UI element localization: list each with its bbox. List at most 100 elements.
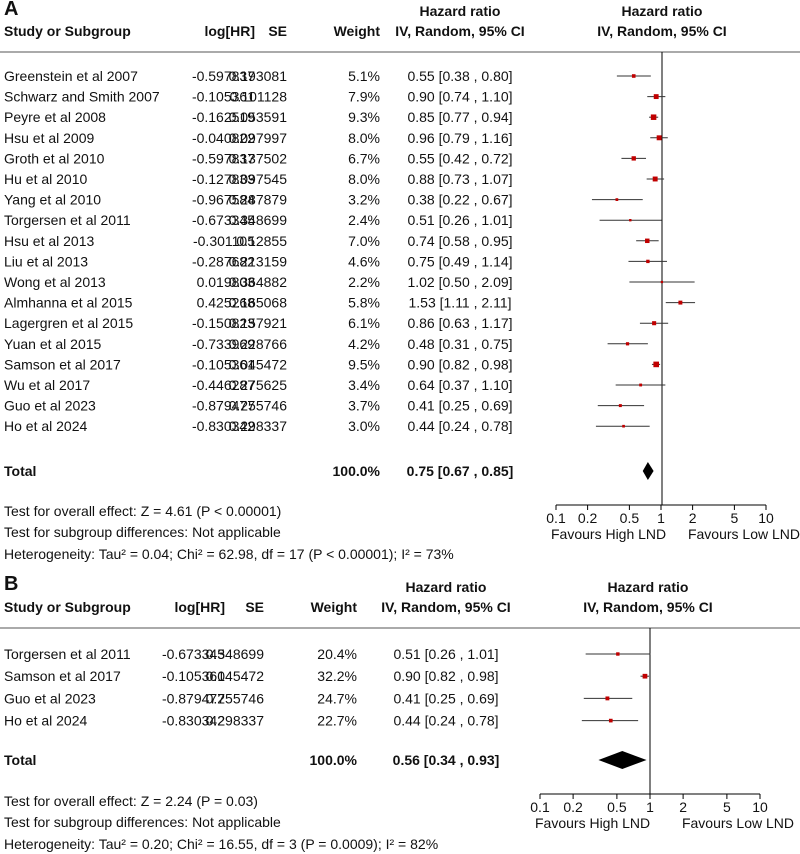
effect-marker (639, 383, 643, 387)
study-se: 0.157921 (229, 315, 288, 331)
header-study: Study or Subgroup (4, 23, 131, 39)
study-name: Samson et al 2017 (4, 668, 121, 684)
x-tick-label: 2 (689, 510, 697, 526)
study-ci: 0.90 [0.82 , 0.98] (393, 668, 498, 684)
footer-statistic: Test for overall effect: Z = 4.61 (P < 0… (4, 503, 281, 519)
study-se: 0.053591 (229, 109, 288, 125)
study-se: 0.101128 (230, 89, 288, 105)
study-name: Hsu et al 2013 (4, 233, 94, 249)
study-loghr: -0.150823 (192, 315, 255, 331)
total-ci: 0.75 [0.67 , 0.85] (407, 463, 514, 479)
study-se: 0.228766 (229, 336, 288, 352)
effect-marker (652, 176, 658, 182)
study-name: Peyre et al 2008 (4, 109, 106, 125)
study-name: Torgersen et al 2011 (4, 212, 131, 228)
study-ci: 0.51 [0.26 , 1.01] (393, 646, 498, 662)
study-ci: 0.55 [0.42 , 0.72] (407, 150, 512, 166)
study-weight: 7.0% (348, 233, 380, 249)
header-loghr: log[HR] (174, 599, 225, 615)
effect-marker (642, 673, 648, 679)
study-name: Groth et al 2010 (4, 150, 105, 166)
study-weight: 32.2% (317, 668, 357, 684)
study-weight: 5.1% (348, 68, 380, 84)
x-tick-label: 0.5 (607, 799, 627, 815)
effect-marker (653, 361, 659, 368)
study-se: 0.255746 (229, 398, 288, 414)
study-name: Lagergren et al 2015 (4, 315, 133, 331)
study-se: 0.298337 (229, 418, 288, 434)
axis-label-favours-high-lnd: Favours High LND (551, 526, 666, 542)
header-plot-iv-random: IV, Random, 95% CI (583, 599, 712, 615)
header-weight: Weight (311, 599, 358, 615)
study-ci: 1.53 [1.11 , 2.11] (408, 295, 511, 311)
study-loghr: -0.967584 (192, 192, 255, 208)
study-se: 0.287879 (229, 192, 288, 208)
study-weight: 9.5% (348, 356, 380, 372)
study-loghr: -0.830342 (192, 418, 255, 434)
study-name: Greenstein et al 2007 (4, 68, 138, 84)
study-weight: 5.8% (348, 295, 380, 311)
x-tick-label: 0.2 (563, 799, 583, 815)
study-ci: 0.75 [0.49 , 1.14] (407, 253, 512, 269)
study-se: 0.193081 (229, 68, 288, 84)
study-se: 0.255746 (206, 690, 265, 706)
study-ci: 0.51 [0.26 , 1.01] (407, 212, 512, 228)
total-weight: 100.0% (333, 463, 381, 479)
study-ci: 0.44 [0.24 , 0.78] (393, 713, 498, 729)
header-iv-random: IV, Random, 95% CI (381, 599, 510, 615)
footer-statistic: Heterogeneity: Tau² = 0.20; Chi² = 16.55… (4, 836, 438, 852)
effect-marker (618, 404, 622, 408)
header-plot-hazard-ratio: Hazard ratio (622, 3, 703, 19)
study-loghr: -0.879477 (192, 398, 255, 414)
study-loghr: -0.105361 (192, 356, 255, 372)
header-hazard-ratio: Hazard ratio (420, 3, 501, 19)
study-ci: 0.90 [0.82 , 0.98] (407, 356, 512, 372)
x-tick-label: 0.1 (546, 510, 566, 526)
study-ci: 0.38 [0.22 , 0.67] (407, 192, 512, 208)
total-weight: 100.0% (310, 752, 358, 768)
header-plot-hazard-ratio: Hazard ratio (608, 579, 689, 595)
x-tick-label: 1 (657, 510, 665, 526)
study-name: Liu et al 2013 (4, 253, 88, 269)
x-tick-label: 5 (730, 510, 738, 526)
study-ci: 0.44 [0.24 , 0.78] (407, 418, 512, 434)
study-weight: 3.7% (348, 398, 380, 414)
effect-marker (629, 219, 632, 222)
study-name: Schwarz and Smith 2007 (4, 89, 160, 105)
header-hazard-ratio: Hazard ratio (406, 579, 487, 595)
study-loghr: 0.425268 (197, 295, 256, 311)
study-loghr: -0.162519 (192, 109, 255, 125)
footer-statistic: Test for subgroup differences: Not appli… (4, 524, 281, 540)
study-loghr: -0.597837 (192, 150, 255, 166)
total-label: Total (4, 463, 36, 479)
study-loghr: -0.597837 (192, 68, 255, 84)
study-loghr: -0.301105 (193, 233, 255, 249)
axis-label-favours-low-lnd: Favours Low LND (688, 526, 800, 542)
study-name: Almhanna et al 2015 (4, 295, 133, 311)
study-weight: 22.7% (317, 713, 357, 729)
header-se: SE (245, 599, 264, 615)
study-se: 0.12855 (236, 233, 287, 249)
study-se: 0.213159 (229, 253, 288, 269)
effect-marker (678, 300, 683, 305)
study-name: Yuan et al 2015 (4, 336, 102, 352)
x-tick-label: 5 (723, 799, 731, 815)
study-weight: 9.3% (348, 109, 380, 125)
footer-statistic: Heterogeneity: Tau² = 0.04; Chi² = 62.98… (4, 546, 454, 562)
study-weight: 8.0% (348, 130, 380, 146)
effect-marker (625, 342, 630, 346)
study-se: 0.298337 (206, 713, 265, 729)
effect-marker (645, 238, 650, 244)
study-name: Guo et al 2023 (4, 690, 96, 706)
study-name: Wu et al 2017 (4, 377, 90, 393)
study-weight: 6.7% (348, 150, 380, 166)
study-loghr: -0.040822 (192, 130, 255, 146)
pooled-effect-diamond (598, 751, 647, 769)
pooled-effect-diamond (642, 462, 654, 480)
study-weight: 3.0% (348, 418, 380, 434)
effect-marker (615, 198, 619, 201)
header-plot-iv-random: IV, Random, 95% CI (597, 23, 726, 39)
effect-marker (622, 424, 625, 428)
study-loghr: -0.105361 (192, 89, 255, 105)
